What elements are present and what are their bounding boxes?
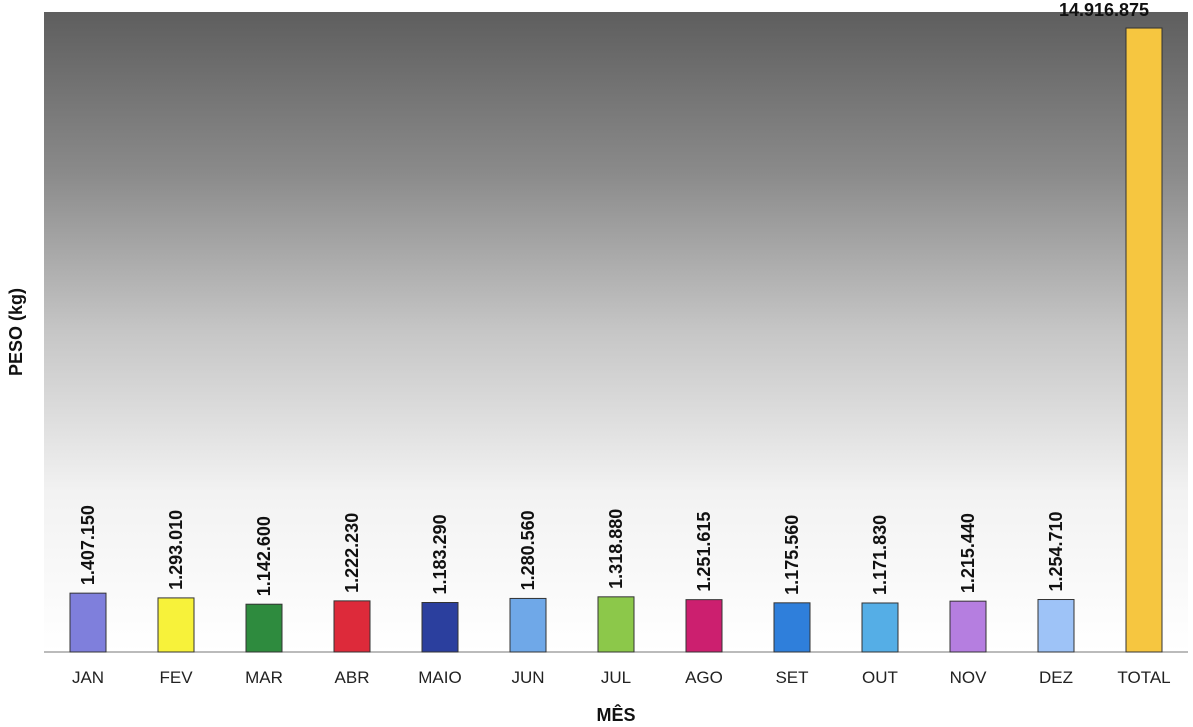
bar-abr <box>333 600 371 653</box>
bar-total <box>1125 27 1163 653</box>
bar-mar <box>245 603 283 653</box>
value-label-out: 1.171.830 <box>870 515 890 595</box>
bar-out <box>861 602 899 653</box>
tick-label-mar: MAR <box>245 668 283 687</box>
tick-label-jun: JUN <box>511 668 544 687</box>
value-label-set: 1.175.560 <box>782 515 802 595</box>
bar-fev <box>157 597 195 653</box>
value-label-jun: 1.280.560 <box>518 510 538 590</box>
bars-group <box>69 27 1163 653</box>
value-label-total: 14.916.875 <box>1059 0 1149 20</box>
value-label-nov: 1.215.440 <box>958 513 978 593</box>
y-axis-title: PESO (kg) <box>6 288 26 376</box>
tick-label-maio: MAIO <box>418 668 461 687</box>
bar-nov <box>949 600 987 653</box>
value-label-abr: 1.222.230 <box>342 513 362 593</box>
bar-maio <box>421 602 459 653</box>
value-label-dez: 1.254.710 <box>1046 511 1066 591</box>
tick-label-dez: DEZ <box>1039 668 1073 687</box>
tick-label-fev: FEV <box>159 668 193 687</box>
value-label-jan: 1.407.150 <box>78 505 98 585</box>
value-label-maio: 1.183.290 <box>430 514 450 594</box>
bar-set <box>773 602 811 653</box>
value-label-ago: 1.251.615 <box>694 512 714 592</box>
tick-label-out: OUT <box>862 668 898 687</box>
value-labels-group: 1.407.150 1.293.010 1.142.600 1.222.230 1.18… <box>78 0 1149 596</box>
tick-label-total: TOTAL <box>1117 668 1170 687</box>
bar-jun <box>509 597 547 653</box>
bar-jul <box>597 596 635 653</box>
tick-labels-group: JAN FEV MAR ABR MAIO JUN JUL AGO SET OUT NOV DEZ TOT… <box>72 668 1171 687</box>
x-axis-title: MÊS <box>596 704 635 725</box>
plot-background <box>44 12 1188 652</box>
tick-label-ago: AGO <box>685 668 723 687</box>
bar-ago <box>685 599 723 653</box>
value-label-mar: 1.142.600 <box>254 516 274 596</box>
bar-dez <box>1037 599 1075 653</box>
tick-label-jul: JUL <box>601 668 631 687</box>
tick-label-jan: JAN <box>72 668 104 687</box>
tick-label-abr: ABR <box>335 668 370 687</box>
tick-label-set: SET <box>775 668 808 687</box>
tick-label-nov: NOV <box>950 668 988 687</box>
bar-jan <box>69 592 107 653</box>
value-label-fev: 1.293.010 <box>166 510 186 590</box>
value-label-jul: 1.318.880 <box>606 509 626 589</box>
